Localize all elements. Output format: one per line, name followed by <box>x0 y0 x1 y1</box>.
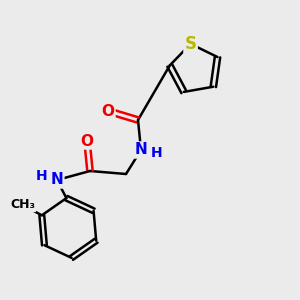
Text: H: H <box>36 169 48 183</box>
Text: O: O <box>80 134 94 148</box>
Text: N: N <box>51 172 63 188</box>
Text: O: O <box>101 103 115 118</box>
Text: H: H <box>151 146 162 160</box>
Text: S: S <box>184 35 196 53</box>
Text: N: N <box>135 142 147 158</box>
Text: CH₃: CH₃ <box>11 198 35 211</box>
